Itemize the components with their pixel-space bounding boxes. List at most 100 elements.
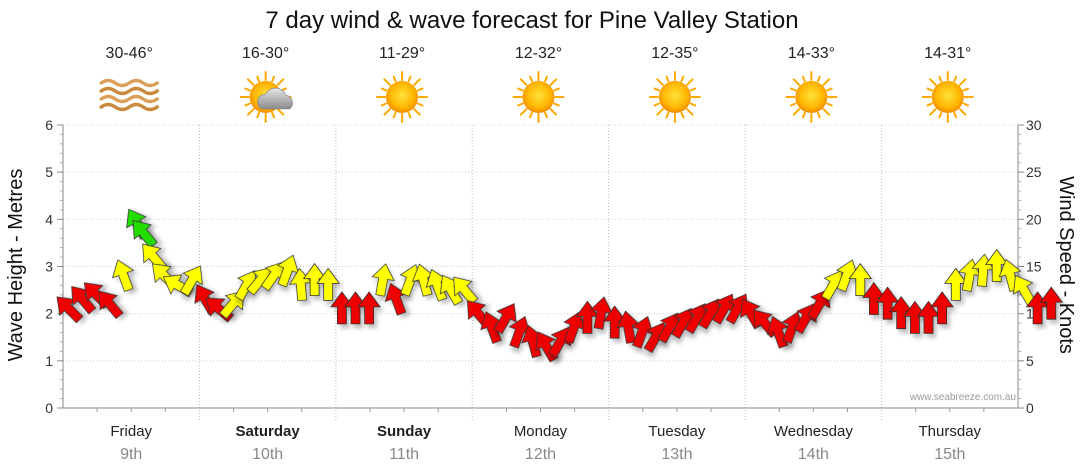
sun-ray [416,102,424,107]
sun-ray [790,87,797,92]
sun-disc [931,81,964,113]
sun-ray [822,108,831,116]
right-tick-label: 20 [1026,211,1042,227]
sun-ray [271,111,276,119]
sun-ray [553,102,560,107]
sun-ray [519,78,528,86]
day-label-saturday: Saturday [236,423,301,440]
temperature-wednesday: 14-33° [788,45,835,62]
sun-ray [517,87,524,92]
day-date-tuesday: 13th [661,446,692,463]
sun-rays [785,71,838,123]
sun-ray [790,102,797,107]
sun-ray [792,108,801,116]
sun-ray [256,75,261,83]
temperature-tuesday: 12-35° [651,45,698,62]
sun-ray [816,75,821,83]
sun-ray [656,108,664,116]
sun-icon [376,71,429,123]
sun-ray [953,75,958,83]
sun-ray [549,78,558,86]
sun-ray [416,87,424,92]
sun-ray [826,102,833,107]
day-label-sunday: Sunday [377,423,432,440]
wind-arrow [343,291,368,325]
wind-arrow [548,326,572,358]
temperature-monday: 12-32° [515,45,562,62]
haze-icon [99,78,159,112]
wind-arrow [1039,286,1064,320]
wind-arrow [453,276,479,306]
sun-ray [246,108,255,116]
wind-arrow [316,267,340,301]
wind-arrow [179,265,203,297]
sun-ray [529,75,533,83]
sun-ray [953,111,958,119]
sun-ray [792,78,801,86]
haze-line [99,94,159,104]
sun-icon [921,71,974,123]
right-axis-title: Wind Speed - Knots [1055,176,1077,354]
sun-ray [392,111,397,119]
sun-ray [407,75,412,83]
sun-ray [680,75,685,83]
sun-rays [239,71,292,123]
sun-disc [522,81,555,113]
sun-disc [386,81,419,113]
sun-ray [244,87,251,92]
sun-rays [921,71,974,123]
sun-ray [256,111,261,119]
wind-arrow [132,219,158,249]
right-tick-label: 15 [1026,259,1042,275]
wind-arrow [930,291,954,325]
sun-ray [553,87,560,92]
sun-ray [276,78,285,86]
right-tick-label: 5 [1026,353,1034,369]
right-tick-label: 30 [1026,117,1042,133]
day-label-thursday: Thursday [919,423,982,440]
sun-ray [271,75,276,83]
sun-icon [512,71,565,123]
sun-ray [407,111,412,119]
chart-title: 7 day wind & wave forecast for Pine Vall… [265,7,798,34]
day-date-friday: 9th [120,446,142,463]
wind-arrow [371,263,395,297]
sun-rays [376,71,429,123]
wind-arrow [330,291,354,325]
left-tick-label: 4 [45,211,53,227]
sun-ray [962,102,970,107]
cloud-shape [257,87,293,110]
sun-ray [926,102,934,107]
haze-line [99,102,159,112]
sun-ray [685,108,694,116]
sun-ray [958,108,967,116]
sun-ray [680,111,685,119]
sun-rays [512,71,565,123]
sun-ray [938,75,943,83]
sun-ray [801,111,806,119]
sun-ray [549,108,558,116]
wind-arrow [111,259,135,293]
sun-ray [413,108,421,116]
sun-ray [958,78,967,86]
sun-ray [929,78,937,86]
sun-ray [822,78,831,86]
sun-ray [544,75,548,83]
temperature-saturday: 16-30° [242,45,289,62]
sun-disc [795,81,828,113]
sun-ray [653,102,661,107]
sun-ray [929,108,937,116]
sun-ray [816,111,821,119]
sun-ray [246,78,255,86]
day-date-wednesday: 14th [798,446,829,463]
sun-ray [826,87,833,92]
sun-ray [653,87,661,92]
day-label-monday: Monday [514,423,568,440]
credit-text: www.seabreeze.com.au [909,392,1016,403]
sun-ray [938,111,943,119]
temperature-thursday: 14-31° [924,45,971,62]
temperature-sunday: 11-29° [379,45,425,62]
left-tick-label: 6 [45,117,53,133]
sun-ray [519,108,528,116]
